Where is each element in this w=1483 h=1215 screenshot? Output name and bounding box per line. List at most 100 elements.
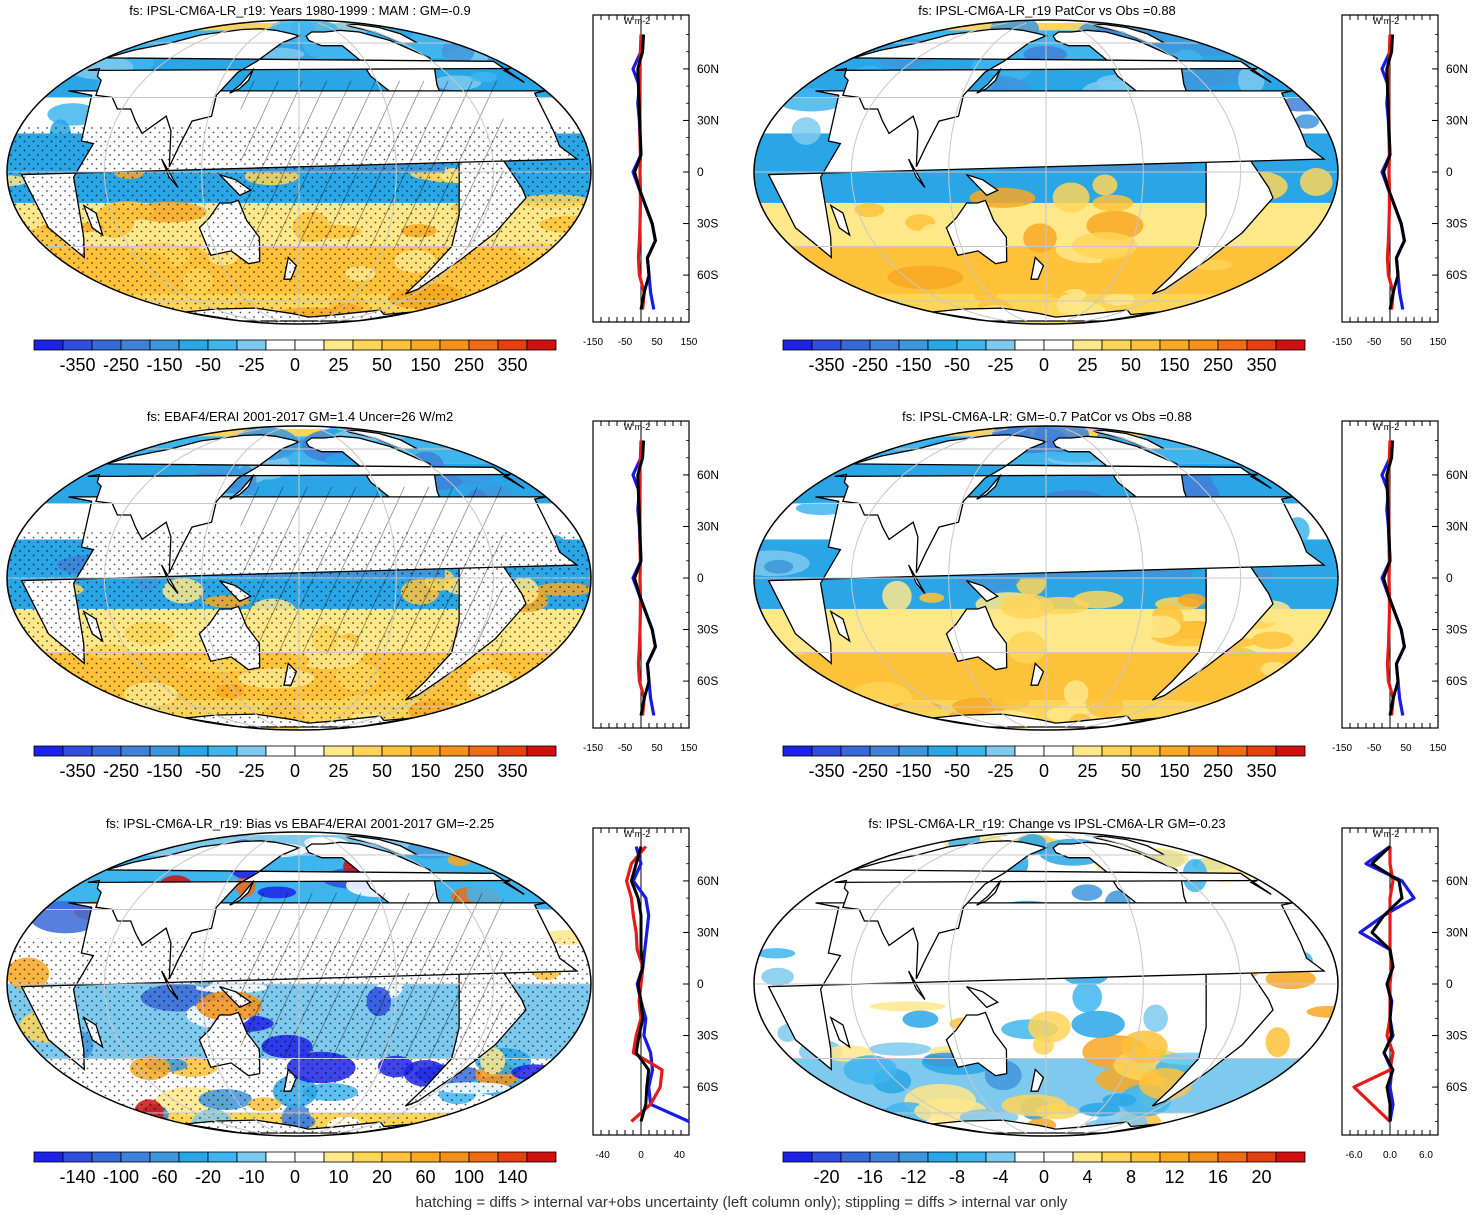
- map-border: [6, 831, 592, 1137]
- graticule-lon: [318, 22, 397, 322]
- series-line-difference: [633, 34, 657, 310]
- field-patch: [470, 71, 498, 83]
- graticule-lon: [850, 22, 1008, 322]
- colorbar-tick-label: 50: [1121, 355, 1141, 375]
- colorbar-swatch: [62, 745, 93, 757]
- lat-tick-label: 30N: [1446, 519, 1468, 533]
- colorbar-swatch: [323, 1151, 354, 1163]
- series-line-difference: [633, 440, 657, 716]
- continent-outline: [1030, 256, 1045, 280]
- colorbar-swatch: [352, 1151, 383, 1163]
- colorbar-swatch: [207, 339, 238, 351]
- graticule-lon: [948, 428, 1027, 728]
- colorbar-tick-label: 60: [415, 1167, 435, 1187]
- colorbar-swatch: [294, 339, 325, 351]
- field-patch: [1294, 114, 1319, 129]
- colorbar-tick-label: 150: [410, 355, 440, 375]
- colorbar-swatch: [323, 745, 354, 757]
- field-patch: [1023, 223, 1057, 253]
- colorbar-swatch: [1072, 1151, 1103, 1163]
- graticule-lon: [337, 428, 495, 728]
- continent-outline: [834, 434, 1272, 574]
- field-patch: [1049, 451, 1103, 463]
- field-patch: [902, 1010, 939, 1028]
- colorbar-swatch: [497, 745, 528, 757]
- continent-outline: [908, 970, 926, 1001]
- colorbar-swatch: [1188, 745, 1219, 757]
- field-patch: [1238, 64, 1265, 96]
- map-plot: [6, 425, 592, 731]
- colorbar-swatch: [869, 745, 900, 757]
- graticule-lon: [1065, 834, 1144, 1134]
- colorbar-swatch: [1246, 1151, 1277, 1163]
- lat-tick-label: 30S: [697, 217, 718, 231]
- colorbar-tick-label: 0: [290, 355, 300, 375]
- series-line-model: [1380, 34, 1406, 310]
- colorbar-swatch: [1043, 339, 1074, 351]
- colorbar-swatch: [497, 339, 528, 351]
- lat-tick-label: 30S: [1446, 217, 1467, 231]
- continent-outline: [976, 474, 1002, 500]
- field-patch: [1137, 615, 1181, 638]
- colorbar-tick-label: -20: [195, 1167, 221, 1187]
- field-patch: [1306, 1005, 1338, 1018]
- colorbar-swatch: [468, 745, 499, 757]
- lat-tick-label: 0: [697, 165, 704, 179]
- colorbar-swatch: [840, 1151, 871, 1163]
- colorbar-tick-label: -25: [238, 355, 264, 375]
- colorbar-tick-label: 25: [1077, 355, 1097, 375]
- colorbar-swatch: [62, 1151, 93, 1163]
- graticule-lon: [850, 428, 1008, 728]
- colorbar-swatch: [439, 339, 470, 351]
- colorbar-swatch: [782, 339, 813, 351]
- continent-outline: [834, 28, 1272, 168]
- lat-tick-label: 60S: [1446, 268, 1467, 282]
- field-patch: [761, 967, 794, 986]
- colorbar-tick-label: 25: [1077, 761, 1097, 781]
- field-patch: [869, 1001, 946, 1012]
- colorbar-swatch: [869, 1151, 900, 1163]
- colorbar-swatch: [410, 339, 441, 351]
- colorbar-swatch: [352, 745, 383, 757]
- colorbar-swatch: [62, 339, 93, 351]
- colorbar-swatch: [439, 745, 470, 757]
- colorbar-tick-label: 0: [290, 761, 300, 781]
- x-tick-label: 50: [651, 743, 663, 754]
- colorbar-tick-label: 0: [290, 1167, 300, 1187]
- unit-label: W m-2: [624, 422, 651, 432]
- x-tick-label: 50: [1400, 743, 1412, 754]
- continent-outline: [976, 880, 1002, 906]
- panel-3: fs: EBAF4/ERAI 2001-2017 GM=1.4 Uncer=26…: [6, 409, 719, 781]
- graticule-lon: [850, 834, 1008, 1134]
- colorbar-swatch: [1159, 1151, 1190, 1163]
- colorbar-tick-label: -150: [895, 355, 931, 375]
- colorbar-swatch: [381, 1151, 412, 1163]
- colorbar-swatch: [410, 1151, 441, 1163]
- colorbar-swatch: [1275, 339, 1306, 351]
- lat-tick-label: 60N: [697, 62, 719, 76]
- colorbar-swatch: [927, 1151, 958, 1163]
- lat-tick-label: 0: [1446, 977, 1453, 991]
- colorbar-swatch: [898, 339, 929, 351]
- colorbar-tick-label: 350: [497, 761, 527, 781]
- x-tick-label: -50: [1367, 337, 1382, 348]
- panel-6: fs: IPSL-CM6A-LR_r19: Change vs IPSL-CM6…: [753, 816, 1468, 1187]
- colorbar-tick-label: -250: [852, 761, 888, 781]
- colorbar-swatch: [927, 745, 958, 757]
- colorbar-swatch: [178, 1151, 209, 1163]
- colorbar-tick-label: -250: [103, 355, 139, 375]
- panel-title: fs: IPSL-CM6A-LR_r19 PatCor vs Obs =0.88: [918, 3, 1176, 18]
- colorbar-tick-label: 50: [372, 761, 392, 781]
- colorbar: -350 -250 -150 -50 -25 0 25 50 150 250 350: [782, 745, 1306, 781]
- x-tick-label: 40: [674, 1150, 686, 1161]
- graticule-lon: [948, 834, 1027, 1134]
- colorbar-tick-label: -100: [103, 1167, 139, 1187]
- x-tick-label: 150: [681, 337, 698, 348]
- colorbar-swatch: [811, 745, 842, 757]
- field-patch: [1052, 182, 1090, 213]
- unit-label: W m-2: [624, 829, 651, 839]
- colorbar-swatch: [91, 1151, 122, 1163]
- field-patch: [1103, 293, 1136, 306]
- x-tick-label: -150: [583, 743, 603, 754]
- map-plot: [6, 19, 592, 325]
